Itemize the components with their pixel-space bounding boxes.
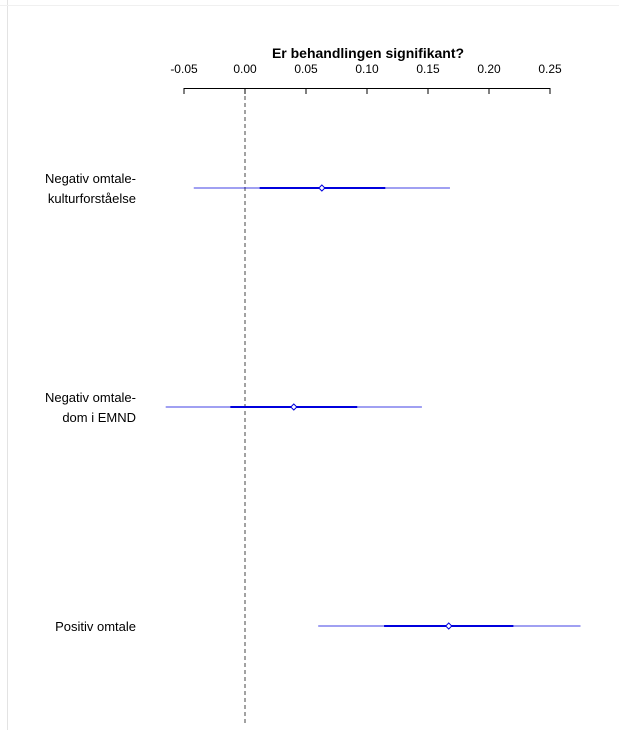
x-axis: -0.05 0.00 0.05 0.10 0.15 0.20 0.25 [170,62,562,94]
point-estimate-marker [318,184,326,192]
x-tick-label: -0.05 [170,62,198,76]
x-tick-label: 0.20 [477,62,501,76]
row-label: Negativ omtale- [45,390,136,405]
x-tick-label: 0.10 [355,62,379,76]
x-tick-label: 0.05 [294,62,318,76]
x-tick-label: 0.25 [538,62,562,76]
point-estimate-marker [445,622,453,630]
point-estimate-marker [290,403,298,411]
row-label: kulturforståelse [48,191,136,206]
estimate-row: Positiv omtale [55,619,581,634]
row-label: dom i EMND [62,410,136,425]
row-label: Negativ omtale- [45,171,136,186]
x-tick-label: 0.15 [416,62,440,76]
estimate-row: Negativ omtale-kulturforståelse [45,171,450,206]
row-label: Positiv omtale [55,619,136,634]
chart-title: Er behandlingen signifikant? [272,45,464,61]
estimate-row: Negativ omtale-dom i EMND [45,390,422,425]
x-tick-label: 0.00 [233,62,257,76]
